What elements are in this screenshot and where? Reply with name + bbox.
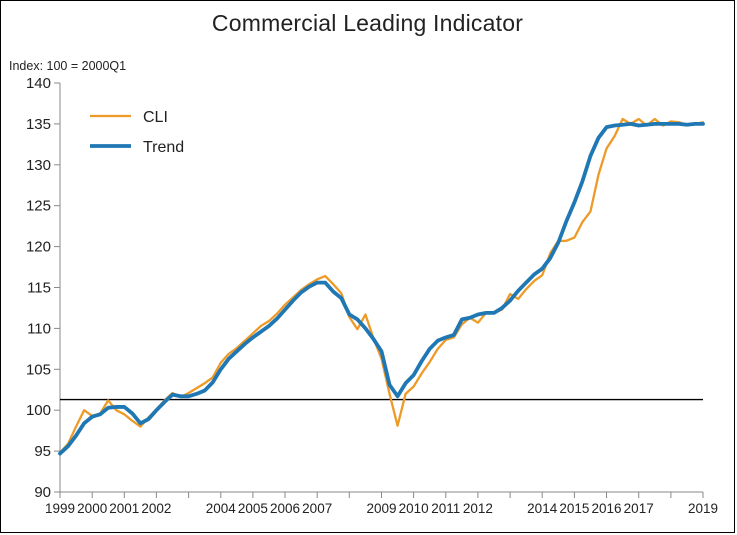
svg-text:135: 135 xyxy=(26,116,51,133)
svg-text:2006: 2006 xyxy=(270,501,300,516)
svg-text:2015: 2015 xyxy=(559,501,589,516)
svg-text:2002: 2002 xyxy=(141,501,171,516)
svg-text:90: 90 xyxy=(34,484,51,501)
svg-text:1999: 1999 xyxy=(45,501,75,516)
svg-text:2016: 2016 xyxy=(591,501,621,516)
svg-text:2001: 2001 xyxy=(109,501,139,516)
svg-text:110: 110 xyxy=(27,320,51,337)
svg-text:2000: 2000 xyxy=(77,501,107,516)
svg-text:2014: 2014 xyxy=(527,501,558,516)
svg-text:140: 140 xyxy=(26,75,51,92)
svg-text:CLI: CLI xyxy=(143,109,168,126)
svg-text:115: 115 xyxy=(27,280,51,297)
svg-text:2017: 2017 xyxy=(624,501,654,516)
svg-text:Trend: Trend xyxy=(143,139,184,156)
svg-text:2012: 2012 xyxy=(463,501,493,516)
svg-text:95: 95 xyxy=(34,443,51,460)
svg-text:2011: 2011 xyxy=(431,501,460,516)
svg-text:2007: 2007 xyxy=(302,501,332,516)
svg-text:100: 100 xyxy=(26,402,51,419)
svg-text:120: 120 xyxy=(26,239,51,256)
svg-text:2004: 2004 xyxy=(206,501,237,516)
svg-text:125: 125 xyxy=(26,198,51,215)
svg-text:130: 130 xyxy=(26,157,51,174)
svg-text:105: 105 xyxy=(26,361,51,378)
svg-text:2010: 2010 xyxy=(399,501,429,516)
svg-text:2019: 2019 xyxy=(688,501,718,516)
svg-text:2005: 2005 xyxy=(238,501,268,516)
svg-text:2009: 2009 xyxy=(366,501,396,516)
